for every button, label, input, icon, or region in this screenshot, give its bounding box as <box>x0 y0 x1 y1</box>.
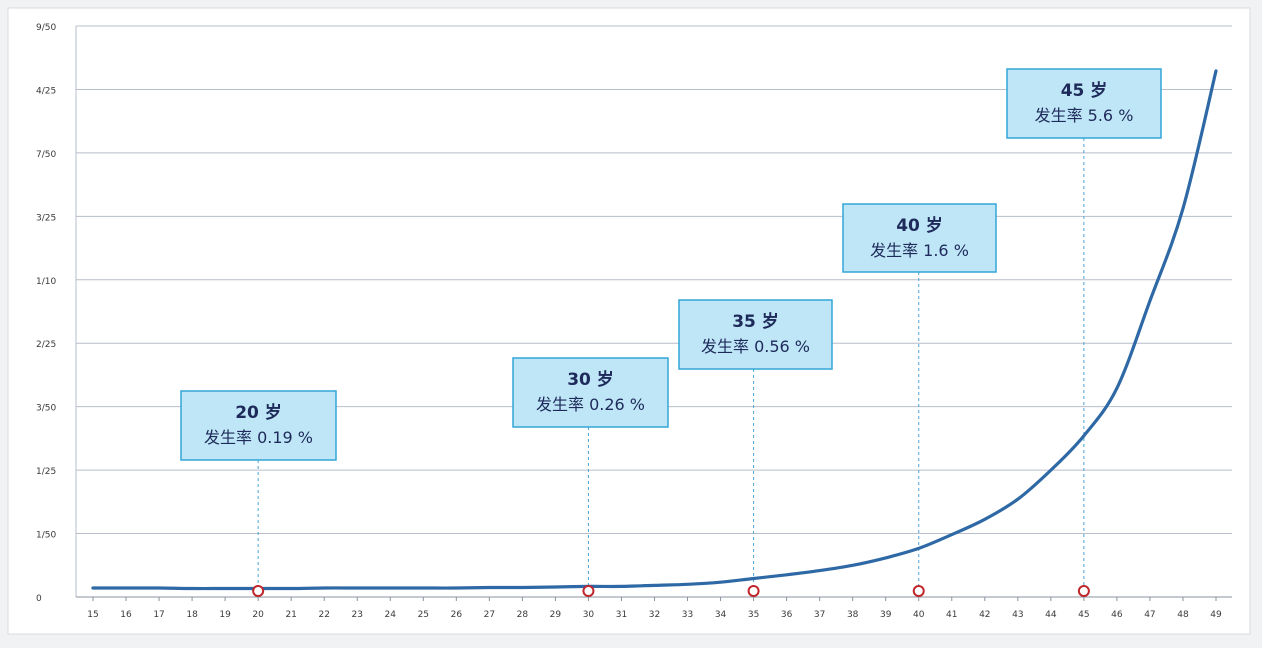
x-tick-label: 30 <box>583 610 595 620</box>
x-tick-label: 15 <box>87 610 98 620</box>
x-tick-label: 24 <box>385 610 397 620</box>
callout-box <box>512 357 669 428</box>
x-tick-label: 41 <box>946 610 957 620</box>
x-tick-label: 43 <box>1012 610 1023 620</box>
x-tick-label: 46 <box>1111 610 1123 620</box>
x-tick-label: 22 <box>318 610 329 620</box>
callout-age-label: 40 岁 <box>896 215 943 236</box>
callout-rate-label: 发生率 0.26 % <box>536 395 645 414</box>
x-tick-label: 27 <box>484 610 495 620</box>
annotation-marker <box>747 585 760 597</box>
x-tick-label: 36 <box>781 610 793 620</box>
y-tick-label: 7/50 <box>36 150 56 160</box>
x-axis: 15 16 17 18 19 20 21 22 23 24 25 26 27 28 29 30 31 32 33 34… <box>76 596 1232 620</box>
annotation-marker <box>912 585 925 597</box>
callout-box <box>678 299 833 370</box>
y-tick-label: 3/50 <box>36 404 56 414</box>
y-tick-label: 9/50 <box>36 23 56 33</box>
x-tick-label: 34 <box>715 610 727 620</box>
x-tick-label: 47 <box>1144 610 1155 620</box>
x-tick-label: 31 <box>616 610 627 620</box>
annotation-markers <box>252 585 1090 597</box>
x-tick-label: 20 <box>252 610 264 620</box>
y-tick-label: 4/25 <box>36 86 56 96</box>
callout-rate-label: 发生率 1.6 % <box>870 241 969 260</box>
x-tick-label: 45 <box>1078 610 1089 620</box>
x-tick-label: 37 <box>814 610 825 620</box>
incidence-series-line <box>91 69 1218 591</box>
x-tick-label: 33 <box>682 610 693 620</box>
y-tick-label: 1/50 <box>36 531 56 541</box>
annotation-marker <box>582 585 595 597</box>
callout-age-label: 35 岁 <box>732 311 779 332</box>
callout-box <box>180 390 337 461</box>
callout-age-label: 30 岁 <box>567 369 614 390</box>
callout-rate-label: 发生率 0.56 % <box>701 337 810 356</box>
gridlines <box>76 25 1232 535</box>
x-tick-label: 18 <box>186 610 198 620</box>
y-tick-label: 0 <box>36 594 42 604</box>
x-tick-label: 49 <box>1210 610 1222 620</box>
x-tick-label: 44 <box>1045 610 1057 620</box>
callout-age-label: 45 岁 <box>1061 80 1108 101</box>
x-tick-label: 19 <box>219 610 231 620</box>
callout-rate-label: 发生率 5.6 % <box>1035 106 1134 125</box>
series-layer <box>91 69 1218 591</box>
callout-box <box>842 203 997 273</box>
callout-age-label: 20 岁 <box>235 402 282 423</box>
annotation-marker <box>252 585 265 597</box>
y-axis: 0 1/50 1/25 3/50 2/25 1/10 3/25 7/50 4/25 9/50 <box>36 23 77 604</box>
x-tick-label: 23 <box>352 610 363 620</box>
y-tick-label: 1/10 <box>36 277 56 287</box>
x-tick-label: 48 <box>1177 610 1189 620</box>
y-tick-label: 2/25 <box>36 340 56 350</box>
annotation-marker <box>1077 585 1090 597</box>
x-tick-label: 32 <box>649 610 660 620</box>
x-tick-label: 16 <box>120 610 132 620</box>
callout-box <box>1006 68 1162 139</box>
x-tick-label: 38 <box>847 610 859 620</box>
annotation-guides <box>257 138 1085 591</box>
x-tick-label: 29 <box>550 610 562 620</box>
y-tick-label: 1/25 <box>36 467 56 477</box>
x-tick-label: 39 <box>880 610 892 620</box>
x-tick-label: 25 <box>418 610 429 620</box>
x-tick-label: 26 <box>451 610 463 620</box>
x-tick-label: 35 <box>748 610 759 620</box>
x-tick-label: 40 <box>913 610 925 620</box>
x-tick-label: 42 <box>979 610 990 620</box>
x-tick-label: 28 <box>517 610 529 620</box>
x-tick-label: 17 <box>153 610 164 620</box>
callout-rate-label: 发生率 0.19 % <box>204 428 313 447</box>
y-tick-label: 3/25 <box>36 213 56 223</box>
x-tick-label: 21 <box>285 610 296 620</box>
